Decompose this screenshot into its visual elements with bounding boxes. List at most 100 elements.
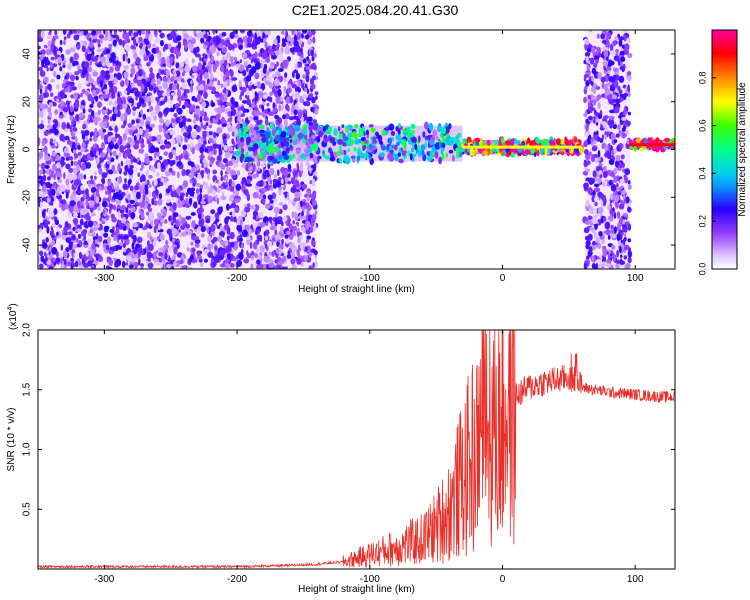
heatmap-cell [398,122,401,129]
heatmap-cell [122,102,128,110]
heatmap-cell [59,133,65,142]
heatmap-cell [68,167,74,173]
heatmap-cell [192,182,196,187]
heatmap-cell [627,223,632,231]
heatmap-cell [274,218,278,227]
heatmap-cell [43,130,49,136]
heatmap-cell [91,187,97,193]
heatmap-cell [236,254,240,260]
heatmap-cell [79,218,84,226]
heatmap-cell [180,97,187,101]
heatmap-cell [45,237,49,243]
heatmap-cell [163,245,169,250]
heatmap-cell [179,259,184,265]
heatmap-cell [622,224,626,229]
heatmap-cell [196,254,203,260]
heatmap-cell [381,145,386,151]
heatmap-cell [267,111,274,116]
heatmap-cell [138,128,144,136]
heatmap-cell [307,116,313,122]
heatmap-cell [224,240,229,247]
heatmap-cell [283,86,287,93]
heatmap-cell [309,226,314,233]
heatmap-cell [118,38,123,46]
heatmap-cell [157,198,163,206]
heatmap-cell [229,56,234,63]
heatmap-cell [246,193,251,202]
heatmap-cell [200,121,204,129]
heatmap-cell [215,218,220,223]
heatmap-cell [209,73,214,81]
heatmap-cell [308,167,313,171]
heatmap-cell [597,150,601,158]
heatmap-cell [302,74,306,79]
heatmap-cell [51,230,54,235]
heatmap-cell [105,48,111,55]
heatmap-cell [59,111,63,116]
heatmap-cell [222,181,226,188]
heatmap-cell [73,101,80,109]
heatmap-cell [627,238,632,243]
heatmap-cell [114,180,118,188]
heatmap-cell [283,38,287,43]
heatmap-cell [56,251,59,258]
heatmap-cell [283,154,290,160]
heatmap-cell [248,86,253,91]
heatmap-cell [78,112,84,119]
heatmap-cell [216,187,222,193]
heatmap-cell [171,228,178,237]
heatmap-cell [38,66,43,72]
heatmap-cell [196,226,201,235]
heatmap-cell [302,127,308,136]
heatmap-cell [278,54,284,62]
heatmap-cell [220,176,224,182]
heatmap-cell [61,234,67,240]
heatmap-cell [140,174,146,182]
heatmap-cell [299,47,303,54]
heatmap-cell [67,33,71,39]
heatmap-cell [56,98,60,103]
heatmap-cell [301,183,308,190]
heatmap-cell [259,129,265,134]
heatmap-cell [85,198,89,207]
heatmap-cell [220,170,223,177]
heatmap-cell [601,143,606,148]
heatmap-cell [74,260,79,268]
heatmap-cell [597,102,601,110]
heatmap-cell [150,219,154,227]
heatmap-cell [76,175,80,181]
heatmap-cell [593,183,600,188]
heatmap-cell [65,191,69,199]
heatmap-cell [114,65,121,72]
heatmap-cell [462,138,467,143]
heatmap-cell [142,71,146,77]
heatmap-cell [194,53,201,58]
heatmap-cell [185,58,189,65]
heatmap-cell [91,30,97,36]
heatmap-cell [238,79,242,88]
heatmap-cell [282,255,287,263]
heatmap-cell [250,254,255,261]
heatmap-cell [186,127,190,133]
heatmap-cell [256,182,261,187]
heatmap-cell [179,115,183,120]
heatmap-cell [50,240,54,247]
heatmap-cell [141,255,147,262]
heatmap-cell [80,30,84,35]
heatmap-cell [43,92,47,98]
heatmap-region-signal-band [234,121,464,166]
heatmap-cell [304,246,308,252]
heatmap-cell [294,91,300,99]
heatmap-cell [278,202,284,206]
heatmap-cell [312,107,316,114]
heatmap-cell [92,230,96,235]
heatmap-cell [281,238,284,245]
heatmap-cell [113,77,118,85]
heatmap-cell [428,122,434,131]
heatmap-cell [123,99,127,105]
heatmap-cell [207,243,211,249]
heatmap-cell [65,163,71,170]
heatmap-cell [73,212,78,218]
heatmap-cell [90,179,95,185]
heatmap-cell [310,192,317,200]
